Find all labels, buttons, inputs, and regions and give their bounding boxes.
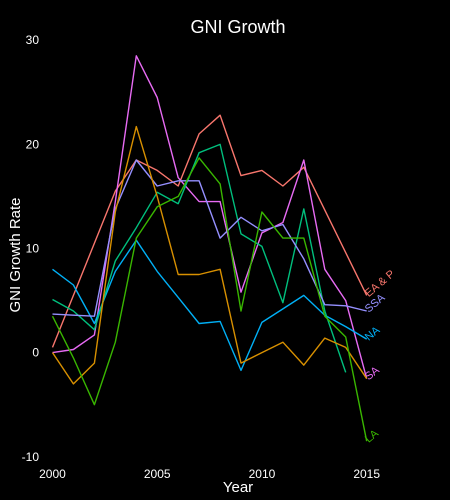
series-end-label: SA — [363, 364, 382, 383]
series-end-label: NA — [363, 324, 383, 343]
x-tick-label: 2010 — [249, 467, 276, 481]
series-line-eca — [52, 143, 347, 373]
series-line-sa — [52, 55, 368, 379]
series-line-mena — [51, 125, 368, 385]
series-end-label: LA — [363, 427, 382, 445]
series-lines — [51, 55, 368, 442]
x-tick-label: 2000 — [39, 467, 66, 481]
y-tick-label: 10 — [26, 242, 40, 256]
x-tick-label: 2005 — [144, 467, 171, 481]
series-line-la — [51, 157, 368, 442]
x-tick-label: 2015 — [353, 467, 380, 481]
y-axis-title: GNI Growth Rate — [7, 197, 24, 312]
y-tick-label: 0 — [32, 346, 39, 360]
chart-title: GNI Growth — [190, 17, 285, 37]
series-line-ea-p — [51, 114, 368, 348]
x-axis-title: Year — [223, 479, 253, 496]
y-axis-ticks: -10 0 10 20 30 — [22, 33, 40, 464]
x-axis-ticks: 2000 2005 2010 2015 — [39, 467, 380, 481]
y-tick-label: -10 — [22, 450, 40, 464]
y-tick-label: 20 — [26, 137, 40, 151]
y-tick-label: 30 — [26, 33, 40, 47]
series-line-ssa — [52, 159, 367, 317]
